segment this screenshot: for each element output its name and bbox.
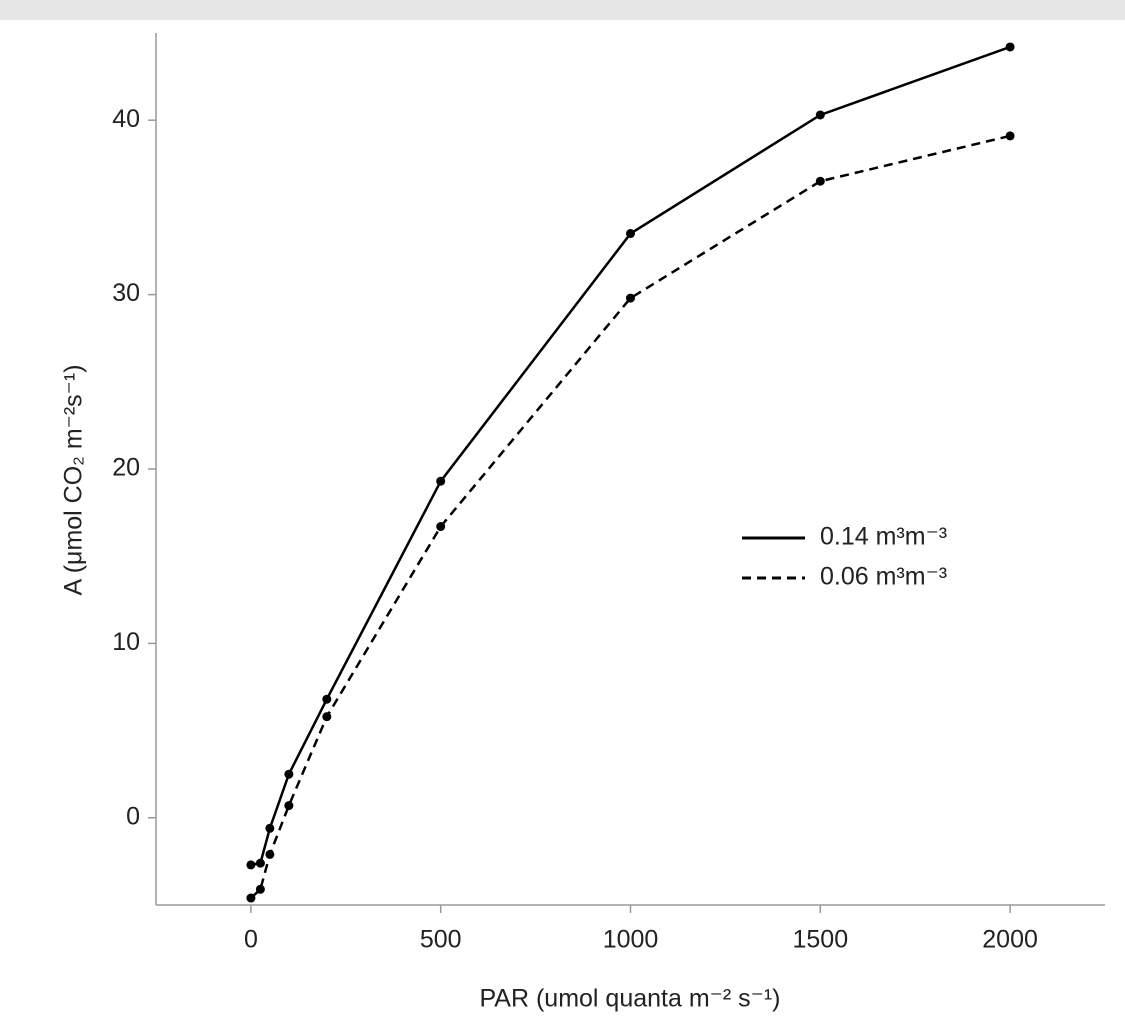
y-tick-label: 20 [112, 454, 140, 482]
x-axis-label: PAR (umol quanta m⁻² s⁻¹) [479, 985, 780, 1013]
data-point [436, 522, 446, 532]
data-point [246, 860, 256, 870]
data-point [626, 293, 635, 303]
data-point [815, 176, 825, 186]
data-point [265, 849, 275, 859]
x-tick-label: 1000 [603, 926, 659, 954]
legend-label: 0.06 m³m⁻³ [820, 563, 947, 591]
y-tick-label: 0 [126, 802, 140, 830]
data-point [1005, 131, 1015, 141]
y-axis-label: A (μmol CO₂ m⁻²s⁻¹) [60, 364, 88, 595]
data-point [265, 823, 275, 833]
x-tick-label: 0 [244, 926, 258, 954]
data-point [246, 893, 256, 903]
x-tick-label: 2000 [982, 926, 1038, 954]
data-point [1005, 42, 1015, 52]
y-tick-label: 10 [112, 628, 140, 656]
data-point [255, 884, 265, 894]
x-tick-label: 500 [420, 926, 462, 954]
data-point [626, 229, 635, 239]
data-point [284, 801, 294, 811]
data-point [255, 858, 265, 868]
x-tick-label: 1500 [792, 926, 848, 954]
data-point [815, 110, 825, 120]
legend-label: 0.14 m³m⁻³ [820, 523, 947, 551]
y-tick-label: 40 [112, 105, 140, 133]
data-point [322, 712, 332, 722]
data-point [284, 769, 294, 779]
data-point [436, 476, 446, 486]
data-point [322, 694, 332, 704]
y-tick-label: 30 [112, 279, 140, 307]
